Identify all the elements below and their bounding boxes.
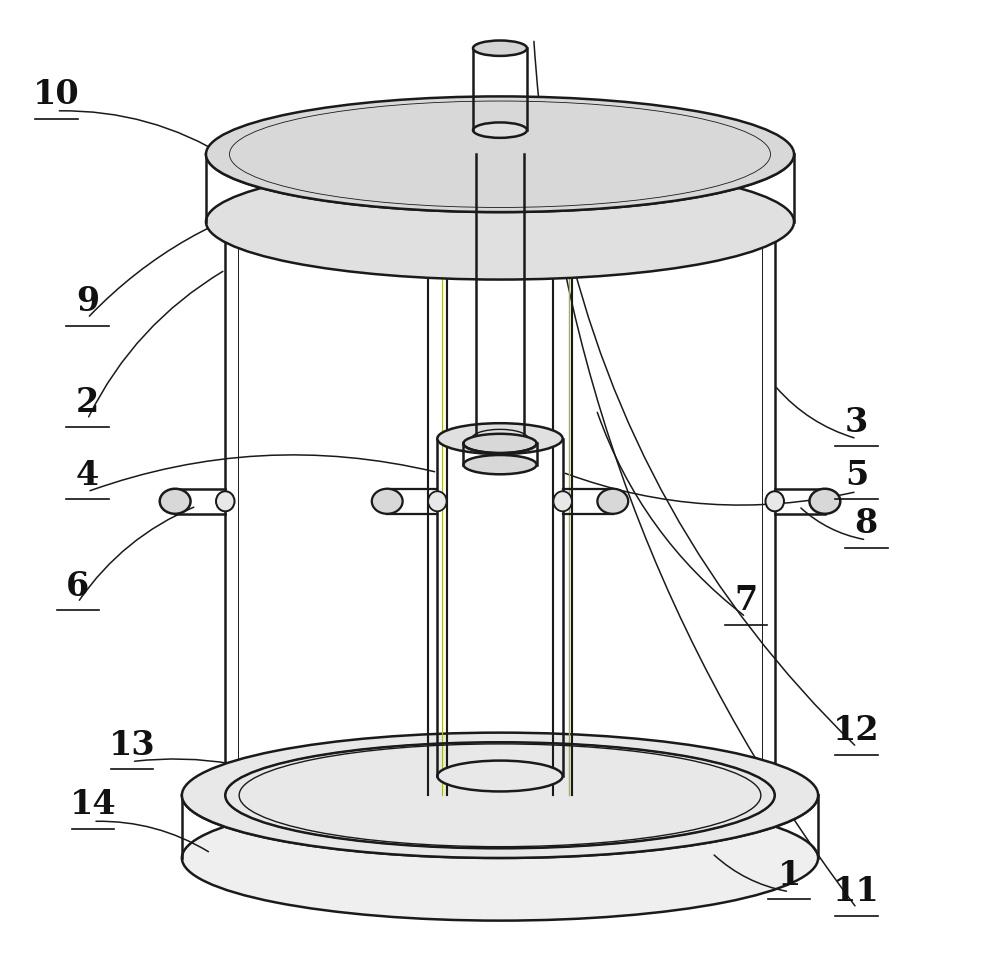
Ellipse shape [553, 492, 572, 511]
Ellipse shape [437, 423, 563, 454]
Ellipse shape [809, 489, 840, 514]
Text: 9: 9 [76, 285, 99, 318]
Ellipse shape [182, 733, 818, 858]
Text: 14: 14 [70, 789, 117, 821]
Text: 11: 11 [833, 875, 880, 908]
Text: 2: 2 [76, 387, 99, 419]
Ellipse shape [182, 795, 818, 921]
Text: 12: 12 [833, 714, 880, 747]
Text: 10: 10 [33, 78, 80, 111]
Ellipse shape [473, 40, 527, 56]
Ellipse shape [597, 489, 628, 514]
Text: 3: 3 [845, 406, 868, 439]
Text: 13: 13 [108, 729, 155, 762]
Text: 7: 7 [734, 584, 757, 617]
Ellipse shape [463, 434, 537, 453]
Text: 4: 4 [76, 459, 99, 492]
Text: 1: 1 [778, 859, 801, 892]
Ellipse shape [428, 492, 447, 511]
Ellipse shape [463, 455, 537, 474]
Ellipse shape [437, 761, 563, 791]
Text: 8: 8 [855, 507, 878, 540]
Text: 6: 6 [66, 570, 89, 602]
Ellipse shape [765, 492, 784, 511]
Ellipse shape [160, 489, 191, 514]
Text: 5: 5 [845, 459, 868, 492]
Ellipse shape [206, 164, 794, 280]
Ellipse shape [473, 122, 527, 138]
Ellipse shape [216, 492, 235, 511]
Ellipse shape [372, 489, 403, 514]
Ellipse shape [206, 96, 794, 212]
